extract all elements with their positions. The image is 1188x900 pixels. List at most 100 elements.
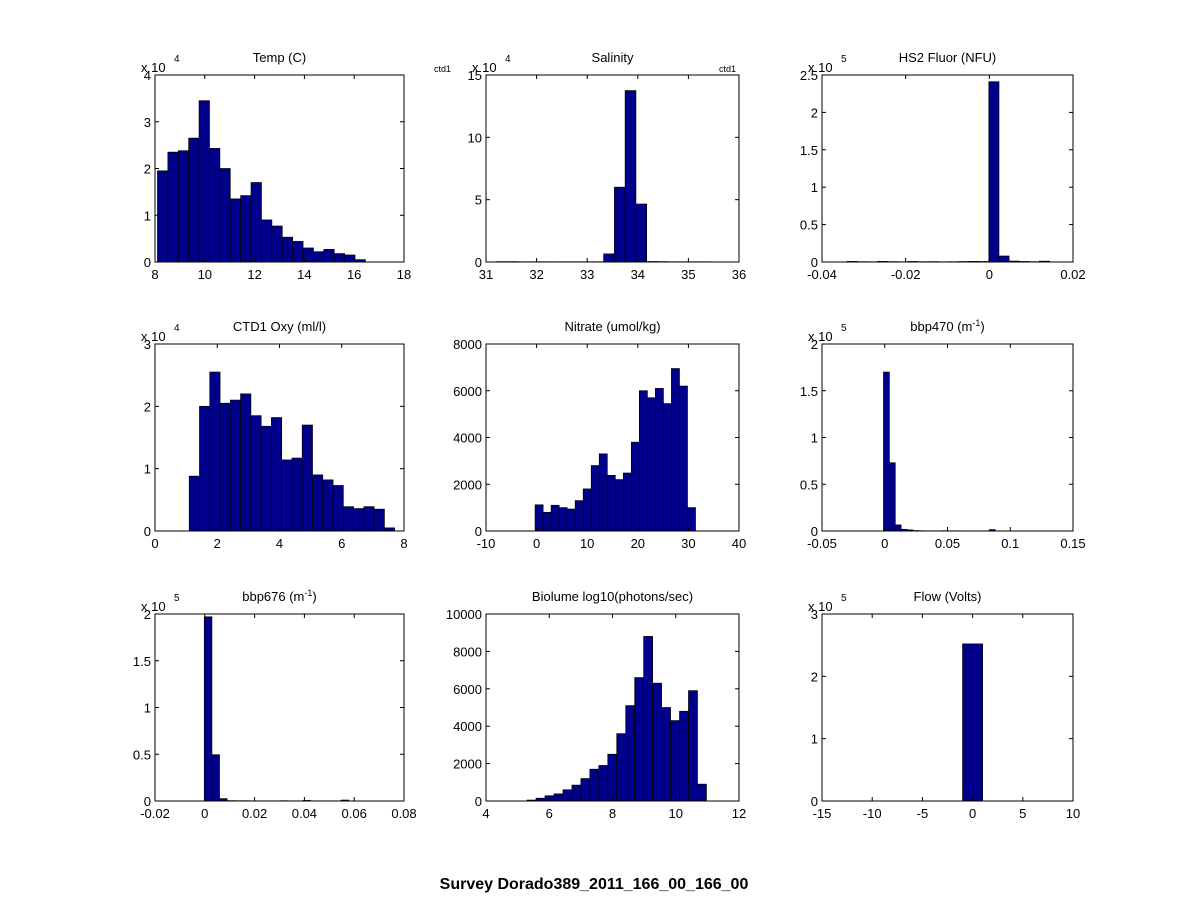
histogram-bar — [558, 507, 568, 532]
y-tick-label: 4000 — [453, 431, 482, 446]
histogram-bar — [292, 241, 304, 263]
histogram-bar — [177, 150, 190, 263]
y-exponent-label: x 10 — [141, 329, 166, 344]
histogram-bar — [342, 506, 354, 532]
histogram-bar — [167, 151, 179, 263]
histogram-bar — [209, 148, 221, 263]
subplot-9: -15 -10 -5 0 5 10 0 1 2 3x 10 5 Flow (Volts) — [808, 589, 1080, 821]
x-tick-label: 8 — [151, 267, 158, 282]
subplot-title: Biolume log10(photons/sec) — [532, 589, 693, 604]
histogram-bar — [671, 368, 680, 532]
histogram-bar — [590, 465, 600, 532]
x-tick-label: 0.04 — [292, 806, 317, 821]
x-tick-label: 18 — [397, 267, 411, 282]
histogram-bar — [211, 754, 220, 802]
x-tick-label: 0 — [151, 536, 158, 551]
histogram-bar — [291, 457, 303, 532]
histogram-bar — [607, 753, 618, 802]
x-tick-label: -10 — [863, 806, 882, 821]
x-tick-label: 0.08 — [391, 806, 416, 821]
x-tick-label: 0 — [986, 267, 993, 282]
y-tick-label: 1 — [811, 180, 818, 195]
histogram-bar — [580, 778, 591, 802]
y-exponent-power: 5 — [174, 593, 180, 604]
x-tick-label: 0.05 — [935, 536, 960, 551]
subplot-title: Nitrate (umol/kg) — [564, 319, 660, 334]
y-tick-label: 6000 — [453, 682, 482, 697]
y-tick-label: 1 — [144, 208, 151, 223]
subplot-8: 4 6 8 10 12 0 2000 4000 6000 8000 10000 Biolume log… — [446, 589, 746, 821]
y-tick-label: 1.5 — [133, 654, 151, 669]
x-tick-label: -10 — [477, 536, 496, 551]
histogram-bar — [571, 784, 582, 802]
subplot-title: Temp (C) — [253, 50, 306, 65]
histogram-bar — [240, 393, 252, 532]
histogram-bar — [281, 459, 293, 532]
x-tick-label: 4 — [276, 536, 283, 551]
histogram-bar — [332, 485, 344, 532]
x-tick-label: 0.06 — [342, 806, 367, 821]
histogram-bar — [661, 707, 671, 802]
x-tick-label: -0.02 — [140, 806, 170, 821]
histogram-bar — [634, 677, 645, 802]
histogram-bar — [301, 424, 313, 532]
y-tick-label: 2.5 — [800, 68, 818, 83]
histogram-bar — [199, 405, 211, 532]
histogram-bar — [647, 397, 656, 532]
y-tick-label: 8000 — [453, 644, 482, 659]
y-tick-label: 0 — [144, 524, 151, 539]
histogram-bar — [157, 170, 169, 263]
histogram-bar — [203, 616, 213, 802]
x-tick-label: 0 — [969, 806, 976, 821]
histogram-bar — [598, 453, 608, 532]
x-tick-label: 4 — [482, 806, 489, 821]
histogram-bar — [624, 90, 637, 263]
histogram-bar — [643, 636, 653, 802]
histogram-bar — [606, 475, 616, 532]
histogram-bar — [574, 500, 584, 532]
x-tick-label: 0 — [881, 536, 888, 551]
y-tick-label: 2 — [811, 669, 818, 684]
histogram-bar — [322, 479, 334, 532]
x-tick-label: 31 — [479, 267, 493, 282]
x-tick-label: 8 — [400, 536, 407, 551]
histogram-bar — [373, 508, 385, 532]
y-tick-label: 8000 — [453, 337, 482, 352]
histogram-bar — [260, 425, 272, 532]
x-tick-label: 0.15 — [1060, 536, 1085, 551]
y-tick-label: 0 — [811, 255, 818, 270]
y-tick-label: 2 — [811, 337, 818, 352]
histogram-bar — [363, 506, 375, 532]
histogram-bar — [281, 236, 293, 263]
axes-box — [821, 613, 1074, 802]
y-exponent-label: x 10 — [808, 329, 833, 344]
subplot-title: Salinity — [592, 50, 634, 65]
histogram-bar — [962, 643, 983, 802]
histogram-bar — [188, 137, 200, 263]
histogram-bar — [562, 789, 573, 802]
y-tick-label: 1 — [144, 701, 151, 716]
histogram-bar — [603, 253, 615, 263]
histogram-bar — [614, 479, 624, 532]
histogram-bar — [219, 402, 231, 532]
y-tick-label: 0.5 — [800, 477, 818, 492]
y-exponent-power: 5 — [841, 593, 847, 604]
histogram-bar — [616, 733, 627, 802]
y-exponent-power: 5 — [841, 54, 847, 65]
histogram-bar — [250, 182, 262, 263]
histogram-bar — [198, 100, 210, 263]
x-tick-label: 20 — [631, 536, 645, 551]
subplot-title: bbp676 (m-1) — [242, 588, 317, 604]
histogram-bar — [598, 765, 609, 802]
y-tick-label: 5 — [475, 193, 482, 208]
x-tick-label: 12 — [247, 267, 261, 282]
y-tick-label: 3 — [144, 115, 151, 130]
y-tick-label: 2 — [144, 162, 151, 177]
y-tick-label: 3 — [811, 607, 818, 622]
x-tick-label: 0.1 — [1001, 536, 1019, 551]
axes-box — [154, 613, 405, 802]
y-tick-label: 15 — [468, 68, 482, 83]
histogram-bar — [614, 186, 626, 263]
